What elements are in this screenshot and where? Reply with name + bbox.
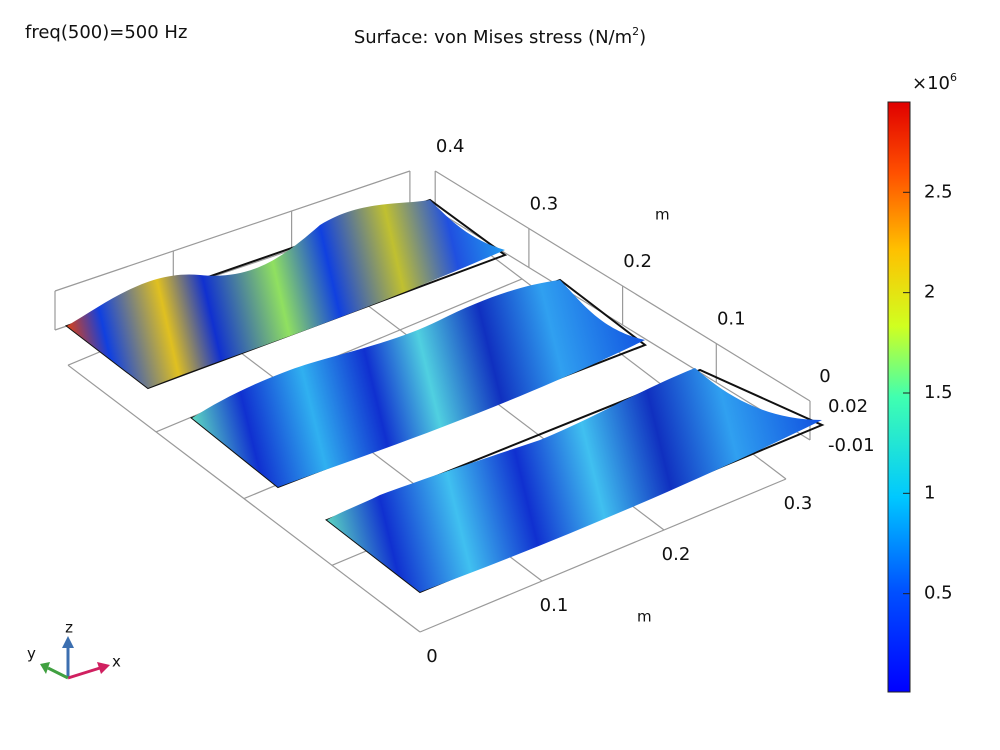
x-tick-label: 0.1	[540, 595, 569, 616]
x-tick-label: 0	[426, 646, 437, 667]
x-axis-unit: m	[637, 608, 652, 626]
parameter-label: freq(500)=500 Hz	[25, 22, 187, 43]
plot-title: Surface: von Mises stress (N/m2)	[354, 25, 646, 49]
title-text: )	[639, 27, 646, 48]
title-superscript: 2	[632, 25, 639, 38]
colorbar-tick-label: 1.5	[924, 382, 953, 403]
colorbar-multiplier: ×106	[912, 71, 957, 95]
x-tick-label: 0.2	[662, 544, 691, 565]
grid-line	[434, 170, 811, 402]
colorbar	[887, 101, 911, 693]
triad-x-arrow	[67, 666, 101, 680]
colorbar-tick-label: 2.5	[924, 181, 953, 202]
triad-x-head	[97, 662, 110, 674]
z-tick-label: 0.02	[828, 396, 868, 417]
y-axis-unit: m	[655, 206, 670, 224]
triad-y-label: y	[27, 645, 36, 663]
z-tick-label: -0.01	[828, 435, 875, 456]
triad-z-label: z	[65, 619, 73, 637]
y-tick-label: 0.4	[436, 136, 465, 157]
y-tick-label: 0	[819, 366, 830, 387]
plates	[64, 198, 825, 594]
grid-line	[54, 170, 411, 292]
y-tick-label: 0.3	[530, 194, 559, 215]
triad-x-label: x	[112, 653, 121, 671]
x-tick-label: 0.3	[784, 493, 813, 514]
plate-surface	[192, 280, 645, 487]
triad-y-head	[40, 662, 50, 674]
axis-triad: z x y	[27, 619, 121, 680]
y-tick-label: 0.2	[623, 251, 652, 272]
colorbar-tick-label: 0.5	[924, 583, 953, 604]
colorbar-tick-label: 2	[924, 282, 935, 303]
colorbar-tick-label: 1	[924, 482, 935, 503]
grid-line	[419, 478, 787, 633]
triad-z-head	[62, 636, 74, 648]
plate-surface	[67, 200, 505, 388]
multiplier-base: ×10	[912, 73, 950, 94]
plate-surface	[327, 368, 822, 592]
title-text: Surface: von Mises stress (N/m	[354, 27, 632, 48]
triad-y-arrow	[47, 666, 69, 680]
y-tick-label: 0.1	[717, 309, 746, 330]
multiplier-exponent: 6	[950, 71, 957, 84]
